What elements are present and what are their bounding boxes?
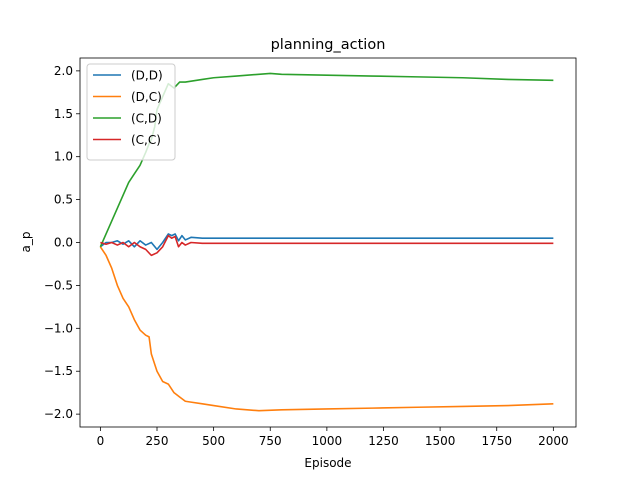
series-line-1 bbox=[99, 246, 554, 412]
legend-label-3: (C,C) bbox=[131, 133, 161, 147]
x-tick-label: 0 bbox=[97, 434, 105, 448]
x-tick-label: 1750 bbox=[481, 434, 512, 448]
x-tick-label: 250 bbox=[146, 434, 169, 448]
y-tick-label: 1.5 bbox=[54, 107, 73, 121]
legend-box bbox=[86, 63, 176, 161]
y-tick-label: 0.0 bbox=[54, 236, 73, 250]
y-tick-label: −0.5 bbox=[44, 278, 73, 292]
x-axis-label: Episode bbox=[304, 456, 351, 470]
y-tick-label: 2.0 bbox=[54, 64, 73, 78]
y-tick-label: 0.5 bbox=[54, 193, 73, 207]
x-tick-label: 1000 bbox=[312, 434, 343, 448]
x-tick-label: 500 bbox=[202, 434, 225, 448]
y-tick-label: −2.0 bbox=[44, 407, 73, 421]
legend-label-1: (D,C) bbox=[131, 90, 162, 104]
series-line-0 bbox=[99, 233, 554, 251]
x-tick-label: 1500 bbox=[425, 434, 456, 448]
y-tick-label: 1.0 bbox=[54, 150, 73, 164]
chart-title: planning_action bbox=[271, 37, 386, 53]
x-tick-label: 1250 bbox=[368, 434, 399, 448]
legend-label-0: (D,D) bbox=[131, 69, 163, 83]
x-tick-label: 750 bbox=[259, 434, 282, 448]
x-tick-label: 2000 bbox=[538, 434, 569, 448]
x-axis: 0 250 500 750 1000 1250 1500 1750 2000 bbox=[97, 427, 569, 448]
series-line-3 bbox=[100, 234, 554, 257]
legend: (D,D) (D,C) (C,D) (C,C) bbox=[86, 63, 176, 161]
y-axis-label: a_p bbox=[19, 232, 33, 253]
y-tick-label: −1.0 bbox=[44, 321, 73, 335]
y-axis: −2.0 −1.5 −1.0 −0.5 0.0 0.5 1.0 1.5 2.0 bbox=[44, 64, 80, 421]
legend-label-2: (C,D) bbox=[131, 112, 162, 126]
y-tick-label: −1.5 bbox=[44, 364, 73, 378]
